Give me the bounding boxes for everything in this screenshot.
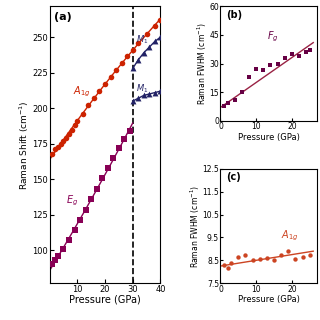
Point [72,123,77,128]
Point [278,252,284,257]
Point [69,127,74,132]
Point [119,60,124,65]
Text: $M_1$: $M_1$ [136,82,148,95]
Point [246,74,252,79]
Point [100,175,105,180]
Point [158,35,163,40]
Point [55,144,60,149]
Point [58,141,63,146]
Point [158,18,163,23]
Point [307,48,312,53]
Point [136,40,141,45]
Point [77,218,83,223]
Point [108,74,113,79]
Point [300,254,305,260]
Point [257,257,262,262]
Point [261,68,266,73]
Point [141,50,146,55]
Point [61,246,66,252]
Point [130,66,135,71]
Point [111,156,116,161]
Point [64,135,69,140]
Point [264,255,269,260]
Point [239,90,244,95]
Point [83,208,88,213]
Point [228,260,234,265]
Point [89,196,94,202]
Y-axis label: Raman Shift (cm$^{-1}$): Raman Shift (cm$^{-1}$) [18,100,31,190]
Point [86,103,91,108]
Point [130,47,135,52]
Text: $F_g$: $F_g$ [267,29,278,44]
Point [127,128,132,133]
X-axis label: Pressure (GPa): Pressure (GPa) [238,295,300,304]
Point [102,82,108,87]
Point [271,258,276,263]
Point [253,67,259,72]
Point [243,252,248,257]
Point [50,262,55,267]
Point [147,44,152,50]
Point [94,187,99,192]
Text: $A_{1g}$: $A_{1g}$ [73,84,91,99]
Point [72,228,77,233]
Point [152,90,157,95]
Text: $E_g$: $E_g$ [66,194,78,208]
Point [282,55,287,60]
Point [67,238,72,243]
Point [221,103,227,108]
Text: (c): (c) [226,172,241,182]
Point [122,137,127,142]
Point [114,67,119,72]
Point [124,53,130,58]
Text: (a): (a) [54,12,72,22]
Point [304,50,309,55]
Point [80,111,85,116]
Point [52,258,58,263]
Point [136,57,141,62]
Y-axis label: Raman FWHM (cm$^{-1}$): Raman FWHM (cm$^{-1}$) [196,22,209,105]
Point [116,145,121,150]
Point [97,89,102,94]
Point [152,39,157,44]
Point [250,258,255,263]
Point [275,61,280,66]
Point [225,266,230,271]
Point [225,100,230,105]
Point [236,254,241,260]
Point [296,53,301,59]
Point [152,23,157,28]
Point [232,97,237,102]
Point [141,93,146,98]
Point [55,253,60,259]
Point [91,96,96,101]
X-axis label: Pressure (GPa): Pressure (GPa) [238,132,300,141]
Text: $A_{1g}$: $A_{1g}$ [281,229,299,244]
Point [307,252,312,257]
Point [105,165,110,171]
Point [144,32,149,37]
Point [52,147,58,152]
Point [221,262,227,268]
Point [268,63,273,68]
Point [286,249,291,254]
Point [75,118,80,124]
Text: (b): (b) [226,10,242,20]
Point [158,89,163,94]
Point [289,52,294,57]
Point [147,92,152,97]
Point [67,131,72,136]
Point [136,96,141,101]
Point [293,257,298,262]
X-axis label: Pressure (GPa): Pressure (GPa) [69,295,141,305]
Point [130,99,135,104]
Point [50,151,55,156]
Text: $M_1$: $M_1$ [136,34,148,46]
Y-axis label: Raman FWHM (cm$^{-1}$): Raman FWHM (cm$^{-1}$) [189,184,202,268]
Point [61,138,66,143]
